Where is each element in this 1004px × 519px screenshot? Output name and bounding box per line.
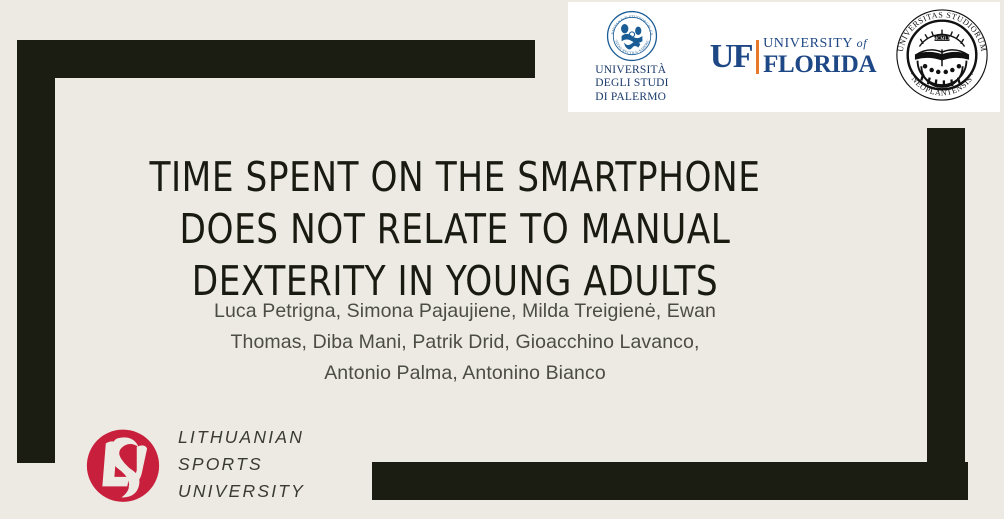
logo-university-of-palermo: PANORMITANA·R·STUDIORUM·UNIVER ·SITAS·RE… — [578, 7, 686, 105]
frame-bar-top — [17, 40, 535, 78]
author-list-line-2: Thomas, Diba Mani, Patrik Drid, Gioacchi… — [230, 331, 700, 353]
author-list: Luca Petrigna, Simona Pajaujiene, Milda … — [110, 296, 820, 389]
lsu-wordmark-line-3: UNIVERSITY — [178, 480, 306, 501]
author-list-line-3: Antonio Palma, Antonino Bianco — [324, 362, 606, 384]
lsu-monogram-icon — [80, 418, 166, 510]
logo-lithuanian-sports-university: LITHUANIAN SPORTS UNIVERSITY — [80, 418, 305, 510]
slide-title: TIME SPENT ON THE SMARTPHONE DOES NOT RE… — [88, 151, 823, 307]
slide-title-line-1: TIME SPENT ON THE SMARTPHONE — [149, 153, 761, 202]
logo-university-of-novi-sad: MCMLX — [894, 8, 990, 107]
uf-university-text: UNIVERSITY — [763, 36, 853, 51]
palermo-wordmark-line-2: DEGLI STUDI — [595, 77, 669, 90]
palermo-wordmark-line-3: DI PALERMO — [595, 90, 667, 103]
svg-text:· NEOPLANTENSIS ·: · NEOPLANTENSIS · — [907, 70, 978, 97]
svg-text:PANORMITANA·R·STUDIORUM·UNIVER: PANORMITANA·R·STUDIORUM·UNIVER — [606, 10, 653, 36]
uf-wordmark-line-2: FLORIDA — [763, 51, 877, 78]
uf-wordmark: UNIVERSITY of FLORIDA — [763, 37, 877, 78]
uf-monogram-icon: UF — [709, 38, 754, 75]
lsu-wordmark-line-1: LITHUANIAN — [178, 426, 305, 447]
palermo-seal-icon: PANORMITANA·R·STUDIORUM·UNIVER ·SITAS·RE… — [605, 7, 658, 62]
slide-title-line-3: DEXTERITY IN YOUNG ADULTS — [191, 257, 719, 306]
frame-bar-right — [927, 128, 965, 500]
palermo-wordmark-line-1: UNIVERSITÀ — [595, 63, 667, 76]
frame-bar-left — [17, 40, 55, 463]
palermo-wordmark: UNIVERSITÀ DEGLI STUDI DI PALERMO — [595, 64, 668, 105]
uf-of-text: of — [856, 36, 868, 50]
uf-divider-rule — [756, 40, 760, 74]
uf-wordmark-line-1: UNIVERSITY of — [763, 37, 876, 51]
slide-title-line-2: DOES NOT RELATE TO MANUAL — [179, 205, 731, 254]
lsu-wordmark: LITHUANIAN SPORTS UNIVERSITY — [178, 424, 305, 505]
lsu-wordmark-line-2: SPORTS — [178, 453, 263, 474]
partner-logo-strip: PANORMITANA·R·STUDIORUM·UNIVER ·SITAS·RE… — [568, 2, 1000, 112]
author-list-line-1: Luca Petrigna, Simona Pajaujiene, Milda … — [214, 300, 716, 322]
novi-sad-seal-icon: MCMLX — [895, 8, 989, 107]
svg-text:MCMLX: MCMLX — [933, 36, 951, 41]
frame-bar-bottom — [372, 462, 968, 500]
logo-university-of-florida: UF UNIVERSITY of FLORIDA — [709, 37, 877, 78]
